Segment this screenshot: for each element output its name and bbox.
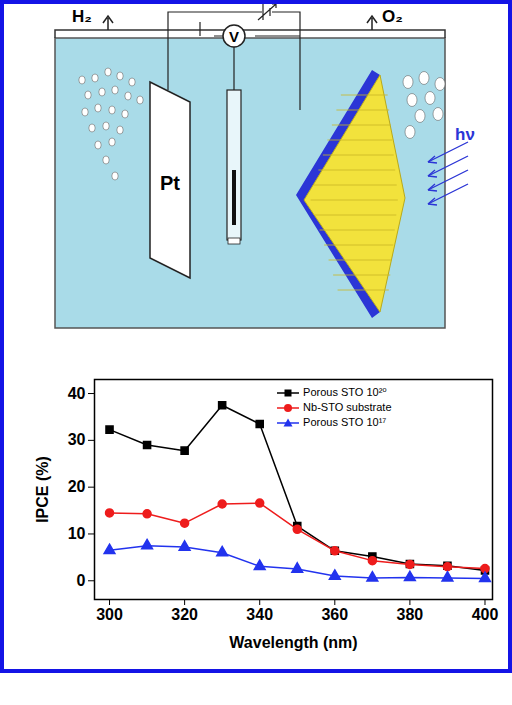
svg-text:Wavelength (nm): Wavelength (nm) <box>229 634 357 651</box>
svg-text:360: 360 <box>321 606 348 623</box>
svg-text:IPCE (%): IPCE (%) <box>34 456 51 523</box>
svg-text:380: 380 <box>397 606 424 623</box>
html-text:Porous STO 10¹⁷: Porous STO 10¹⁷ <box>303 416 387 428</box>
svg-text:0: 0 <box>77 572 86 589</box>
svg-text:O₂: O₂ <box>382 7 403 26</box>
svg-text:V: V <box>229 28 239 45</box>
html-text:Porous STO 10²⁰: Porous STO 10²⁰ <box>303 386 387 398</box>
svg-text:340: 340 <box>246 606 273 623</box>
svg-text:H₂: H₂ <box>72 7 92 26</box>
svg-text:10: 10 <box>68 525 86 542</box>
svg-text:Pt: Pt <box>160 172 180 194</box>
svg-text:300: 300 <box>96 606 123 623</box>
svg-text:400: 400 <box>472 606 499 623</box>
svg-text:320: 320 <box>171 606 198 623</box>
svg-text:20: 20 <box>68 478 86 495</box>
svg-text:hν: hν <box>455 125 475 144</box>
svg-text:40: 40 <box>68 385 86 402</box>
svg-text:30: 30 <box>68 431 86 448</box>
html-text:Nb-STO substrate: Nb-STO substrate <box>303 401 392 413</box>
